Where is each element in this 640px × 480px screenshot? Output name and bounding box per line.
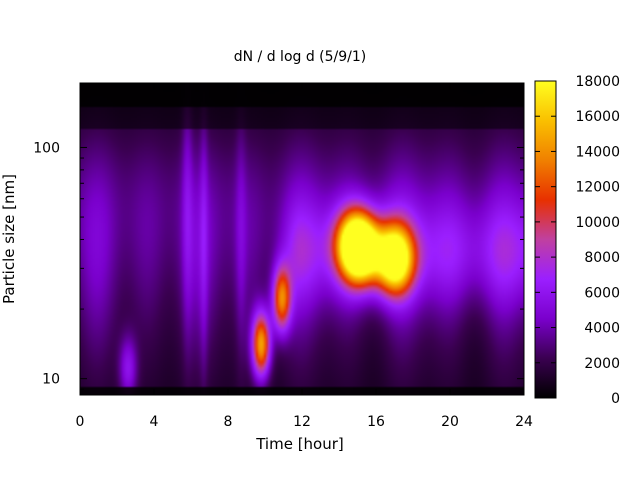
heatmap-image — [80, 83, 524, 395]
y-tick-label: 100 — [33, 140, 60, 156]
colorbar-tick-label: 12000 — [575, 180, 620, 196]
colorbar-tick-label: 8000 — [584, 250, 620, 266]
colorbar-tick-label: 0 — [611, 391, 620, 407]
colorbar-tick-label: 18000 — [575, 74, 620, 90]
x-tick-label: 20 — [441, 414, 459, 430]
colorbar-gradient — [534, 80, 557, 399]
y-axis-label: Particle size [nm] — [0, 174, 18, 304]
y-axis: 10 100 — [33, 140, 524, 390]
colorbar-tick-label: 6000 — [584, 285, 620, 301]
colorbar-tick-label: 4000 — [584, 321, 620, 337]
colorbar-tick-label: 14000 — [575, 144, 620, 160]
colorbar-ticks: 0 2000 4000 6000 8000 10000 12000 14000 16000 180… — [535, 74, 620, 407]
plot-area — [79, 82, 525, 396]
x-axis: 0 4 8 12 16 20 24 — [76, 83, 533, 430]
chart-title: dN / d log d (5/9/1) — [234, 49, 367, 65]
colorbar: 0 2000 4000 6000 8000 10000 12000 14000 16000 180… — [534, 74, 620, 407]
x-axis-label: Time [hour] — [255, 435, 344, 453]
colorbar-tick-label: 10000 — [575, 215, 620, 231]
x-tick-label: 24 — [515, 414, 533, 430]
colorbar-tick-label: 2000 — [584, 356, 620, 372]
x-tick-label: 12 — [293, 414, 311, 430]
x-tick-label: 4 — [150, 414, 159, 430]
y-tick-label: 10 — [42, 372, 60, 388]
x-tick-label: 8 — [224, 414, 233, 430]
x-tick-label: 0 — [76, 414, 85, 430]
colorbar-tick-label: 16000 — [575, 109, 620, 125]
x-tick-label: 16 — [367, 414, 385, 430]
